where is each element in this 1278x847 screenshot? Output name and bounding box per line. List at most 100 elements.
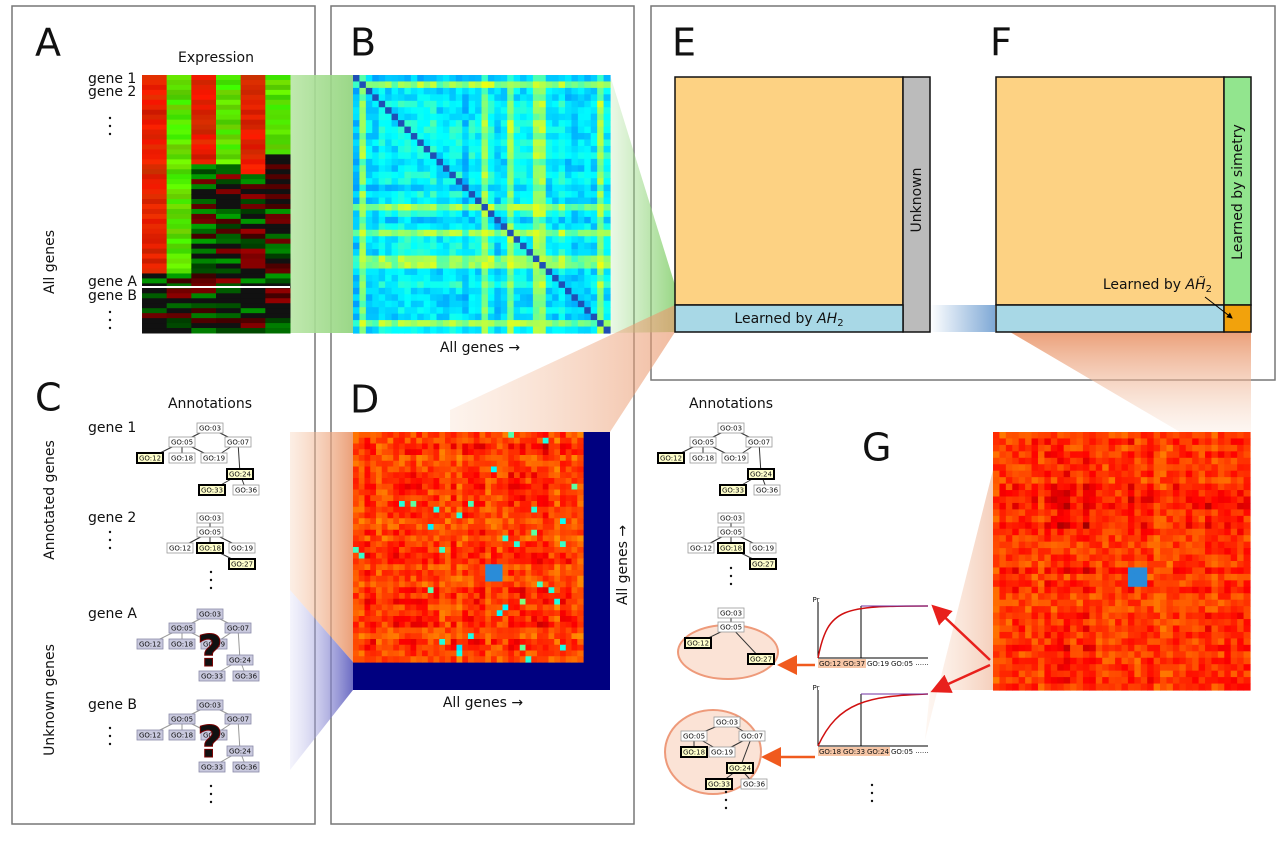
heatmap-cell: [571, 483, 578, 491]
expression-cell: [142, 139, 168, 145]
heatmap-cell: [999, 541, 1007, 549]
heatmap-cell: [1070, 638, 1078, 646]
heatmap-cell: [1153, 438, 1161, 446]
expression-cell: [166, 288, 192, 294]
heatmap-cell: [364, 512, 371, 519]
heatmap-cell: [548, 495, 555, 502]
heatmap-cell: [364, 535, 371, 542]
heatmap-cell: [1076, 625, 1084, 633]
heatmap-cell: [1070, 522, 1078, 530]
heatmap-cell: [584, 242, 592, 250]
heatmap-cell: [468, 126, 476, 134]
heatmap-cell: [1089, 593, 1097, 601]
heatmap-cell: [603, 262, 611, 270]
heatmap-cell: [455, 158, 463, 166]
heatmap-cell: [1243, 657, 1251, 665]
heatmap-cell: [1230, 554, 1238, 562]
heatmap-cell: [1012, 496, 1020, 504]
heatmap-cell: [1070, 548, 1078, 556]
heatmap-cell: [560, 639, 567, 646]
heatmap-cell: [1025, 593, 1033, 601]
heatmap-cell: [1140, 593, 1148, 601]
heatmap-cell: [1237, 483, 1245, 491]
heatmap-cell: [1089, 528, 1097, 536]
heatmap-cell: [391, 242, 399, 250]
heatmap-cell: [584, 81, 592, 89]
heatmap-cell: [358, 633, 366, 640]
heatmap-cell: [525, 524, 532, 531]
heatmap-cell: [548, 472, 555, 479]
heatmap-cell: [358, 455, 366, 462]
heatmap-cell: [439, 518, 446, 525]
heatmap-cell: [993, 470, 1001, 478]
expression-cell: [166, 89, 192, 96]
heatmap-cell: [1237, 432, 1245, 440]
heatmap-cell: [1166, 573, 1174, 581]
heatmap-cell: [552, 178, 560, 186]
heatmap-cell: [597, 210, 605, 218]
heatmap-cell: [370, 564, 377, 571]
heatmap-cell: [1224, 541, 1232, 549]
heatmap-cell: [1121, 567, 1129, 575]
heatmap-cell: [372, 126, 380, 134]
heatmap-cell: [372, 320, 380, 328]
heatmap-cell: [479, 610, 486, 617]
heatmap-cell: [548, 627, 555, 634]
heatmap-cell: [462, 145, 470, 153]
heatmap-cell: [1198, 664, 1206, 672]
heatmap-cell: [520, 255, 528, 263]
heatmap-cell: [427, 564, 435, 571]
heatmap-cell: [399, 547, 406, 554]
heatmap-cell: [525, 644, 532, 652]
heatmap-cell: [485, 644, 492, 652]
heatmap-cell: [565, 249, 573, 257]
heatmap-cell: [393, 587, 400, 594]
heatmap-cell: [468, 274, 476, 282]
expression-cell: [142, 218, 168, 225]
heatmap-cell: [1224, 515, 1232, 523]
heatmap-cell: [1018, 548, 1026, 556]
expression-cell: [166, 313, 192, 319]
heatmap-cell: [433, 575, 440, 583]
heatmap-cell: [353, 262, 361, 270]
heatmap-cell: [468, 268, 476, 276]
heatmap-cell: [1057, 612, 1065, 620]
heatmap-cell: [584, 210, 592, 218]
heatmap-cell: [433, 541, 440, 548]
heatmap-cell: [603, 113, 611, 121]
expression-cell: [166, 179, 192, 185]
heatmap-cell: [513, 320, 521, 328]
heatmap-cell: [385, 268, 393, 276]
heatmap-cell: [397, 100, 405, 108]
heatmap-cell: [597, 313, 605, 321]
heatmap-cell: [473, 552, 481, 560]
heatmap-cell: [404, 197, 412, 205]
heatmap-cell: [539, 75, 547, 83]
heatmap-cell: [364, 489, 371, 496]
heatmap-cell: [359, 242, 367, 250]
heatmap-cell: [450, 460, 458, 468]
heatmap-cell: [1082, 612, 1090, 620]
heatmap-cell: [365, 139, 373, 147]
heatmap-cell: [1005, 477, 1013, 485]
heatmap-cell: [1076, 438, 1084, 446]
heatmap-cell: [603, 281, 611, 289]
heatmap-cell: [462, 326, 470, 334]
heatmap-cell: [1057, 438, 1065, 446]
heatmap-cell: [436, 242, 444, 250]
heatmap-cell: [552, 100, 560, 108]
heatmap-cell: [481, 87, 489, 95]
heatmap-cell: [410, 262, 418, 270]
heatmap-cell: [427, 518, 435, 525]
heatmap-cell: [468, 139, 476, 147]
heatmap-cell: [558, 126, 566, 134]
heatmap-cell: [560, 501, 567, 508]
heatmap-cell: [1179, 670, 1187, 678]
heatmap-cell: [1224, 561, 1232, 569]
heatmap-cell: [422, 541, 429, 548]
heatmap-cell: [539, 281, 547, 289]
heatmap-cell: [1198, 470, 1206, 478]
heatmap-cell: [423, 320, 431, 328]
heatmap-cell: [558, 300, 566, 308]
heatmap-cell: [1140, 483, 1148, 491]
